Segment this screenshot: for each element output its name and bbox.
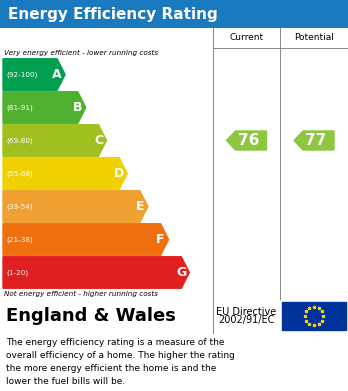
Bar	[282, 302, 346, 330]
Text: D: D	[114, 167, 124, 180]
Text: Very energy efficient - lower running costs: Very energy efficient - lower running co…	[4, 50, 158, 56]
Polygon shape	[3, 224, 168, 255]
Polygon shape	[3, 257, 189, 288]
Polygon shape	[3, 59, 65, 90]
Bar	[0, 0, 348, 28]
Text: (1-20): (1-20)	[6, 269, 28, 276]
Text: Energy Efficiency Rating: Energy Efficiency Rating	[8, 7, 218, 22]
Polygon shape	[294, 131, 334, 150]
Polygon shape	[3, 125, 106, 156]
Polygon shape	[227, 131, 267, 150]
Text: (69-80): (69-80)	[6, 137, 33, 144]
Text: England & Wales: England & Wales	[6, 307, 176, 325]
Text: Not energy efficient - higher running costs: Not energy efficient - higher running co…	[4, 291, 158, 297]
Text: F: F	[156, 233, 165, 246]
Text: (39-54): (39-54)	[6, 203, 33, 210]
Text: (92-100): (92-100)	[6, 71, 37, 78]
Text: G: G	[176, 266, 187, 279]
Text: EU Directive: EU Directive	[216, 307, 277, 317]
Text: (55-68): (55-68)	[6, 170, 33, 177]
Text: 77: 77	[306, 133, 327, 148]
Text: 76: 76	[238, 133, 259, 148]
Bar	[0, 28, 348, 299]
Text: The energy efficiency rating is a measure of the
overall efficiency of a home. T: The energy efficiency rating is a measur…	[6, 338, 235, 386]
Text: Potential: Potential	[294, 34, 334, 43]
Polygon shape	[3, 92, 86, 123]
Text: Current: Current	[229, 34, 263, 43]
Text: (21-38): (21-38)	[6, 236, 33, 243]
Text: A: A	[52, 68, 62, 81]
Polygon shape	[3, 191, 148, 222]
Text: 2002/91/EC: 2002/91/EC	[218, 315, 275, 325]
Text: E: E	[136, 200, 144, 213]
Text: C: C	[94, 134, 103, 147]
Text: (81-91): (81-91)	[6, 104, 33, 111]
Polygon shape	[3, 158, 127, 189]
Text: B: B	[73, 101, 82, 114]
Bar	[0, 299, 348, 333]
